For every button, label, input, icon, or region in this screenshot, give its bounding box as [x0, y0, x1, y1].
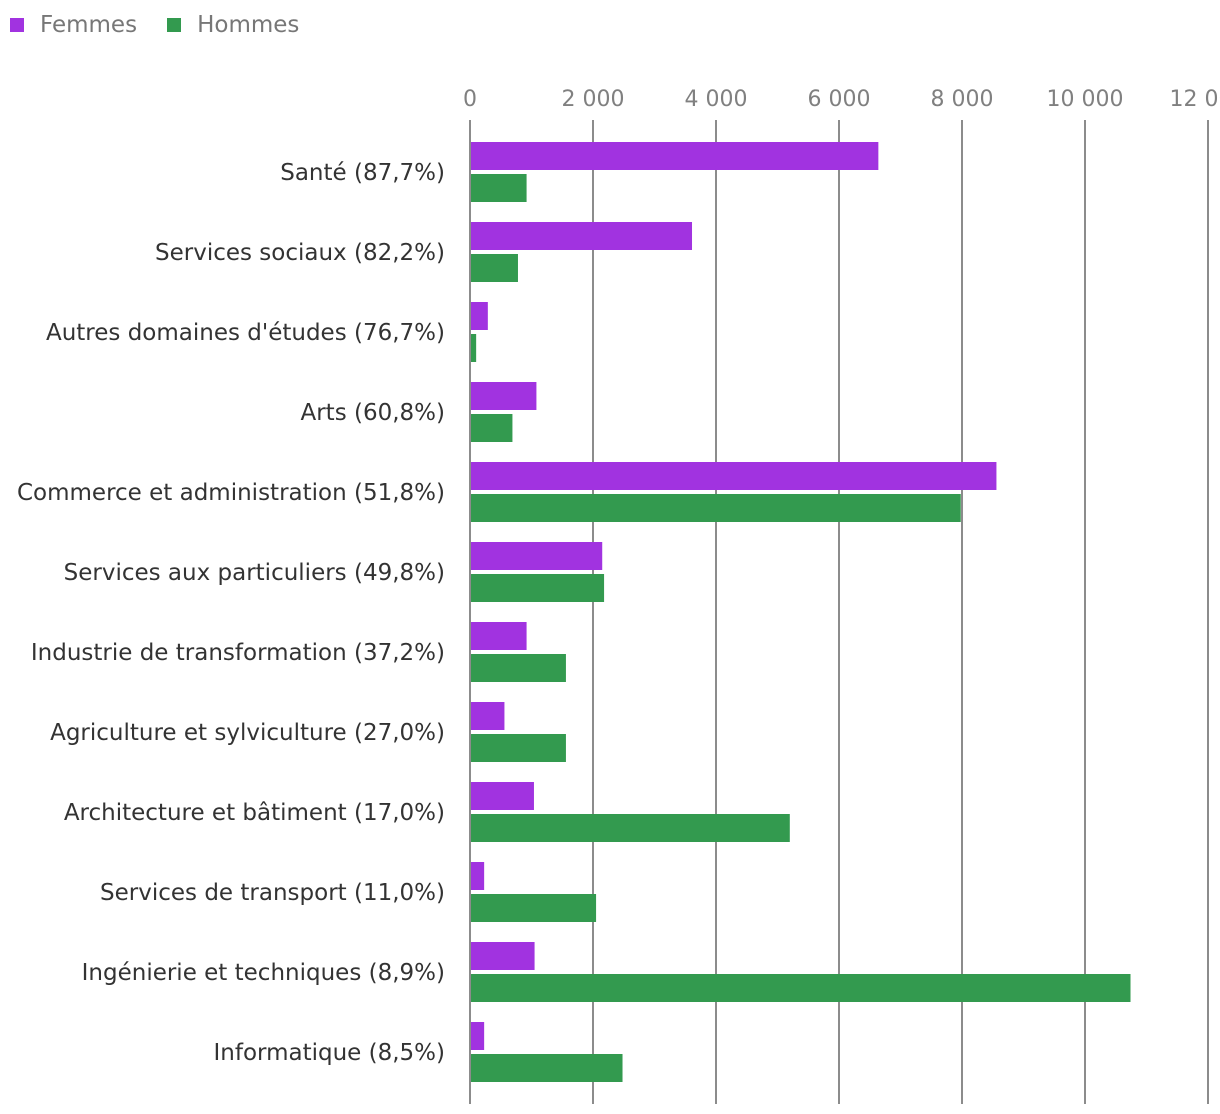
x-tick-label: 10 000	[1047, 87, 1124, 112]
bar-femmes	[470, 942, 535, 970]
category-label: Arts (60,8%)	[300, 400, 445, 426]
bar-hommes	[470, 894, 597, 922]
bar-hommes	[470, 734, 566, 762]
x-tick-label: 4 000	[685, 87, 748, 112]
bar-hommes	[470, 974, 1131, 1002]
bar-femmes	[470, 862, 485, 890]
bar-hommes	[470, 494, 961, 522]
legend: Femmes Hommes	[10, 12, 329, 38]
category-label: Industrie de transformation (37,2%)	[31, 640, 445, 666]
category-label: Informatique (8,5%)	[213, 1040, 445, 1066]
category-label: Autres domaines d'études (76,7%)	[46, 320, 445, 346]
bar-hommes	[470, 654, 566, 682]
category-label: Santé (87,7%)	[280, 160, 445, 186]
bar-femmes	[470, 142, 879, 170]
category-label: Commerce et administration (51,8%)	[17, 480, 445, 506]
legend-swatch-hommes	[167, 18, 182, 32]
bar-femmes	[470, 1022, 485, 1050]
legend-item-hommes[interactable]: Hommes	[167, 12, 299, 38]
bar-femmes	[470, 462, 997, 490]
bar-femmes	[470, 782, 534, 810]
bar-hommes	[470, 254, 518, 282]
legend-item-femmes[interactable]: Femmes	[10, 12, 137, 38]
x-tick-label: 2 000	[562, 87, 625, 112]
bar-femmes	[470, 622, 527, 650]
legend-swatch-femmes	[10, 18, 24, 32]
legend-label-hommes: Hommes	[197, 12, 300, 38]
bar-femmes	[470, 382, 537, 410]
bar-hommes	[470, 174, 527, 202]
category-label: Architecture et bâtiment (17,0%)	[64, 800, 445, 826]
bar-femmes	[470, 222, 693, 250]
x-tick-label: 8 000	[931, 87, 994, 112]
x-tick-label: 0	[463, 87, 477, 112]
bar-femmes	[470, 302, 488, 330]
x-tick-label: 12 000	[1170, 87, 1220, 112]
category-label: Agriculture et sylviculture (27,0%)	[50, 720, 445, 746]
bar-hommes	[470, 814, 790, 842]
legend-label-femmes: Femmes	[40, 12, 138, 38]
category-label: Services de transport (11,0%)	[100, 880, 445, 906]
category-label: Ingénierie et techniques (8,9%)	[82, 960, 445, 986]
x-tick-label: 6 000	[808, 87, 871, 112]
bar-hommes	[470, 574, 605, 602]
category-label: Services aux particuliers (49,8%)	[64, 560, 445, 586]
bar-femmes	[470, 542, 603, 570]
category-label: Services sociaux (82,2%)	[155, 240, 445, 266]
bar-hommes	[470, 414, 513, 442]
bar-hommes	[470, 334, 477, 362]
bar-hommes	[470, 1054, 623, 1082]
bar-femmes	[470, 702, 505, 730]
